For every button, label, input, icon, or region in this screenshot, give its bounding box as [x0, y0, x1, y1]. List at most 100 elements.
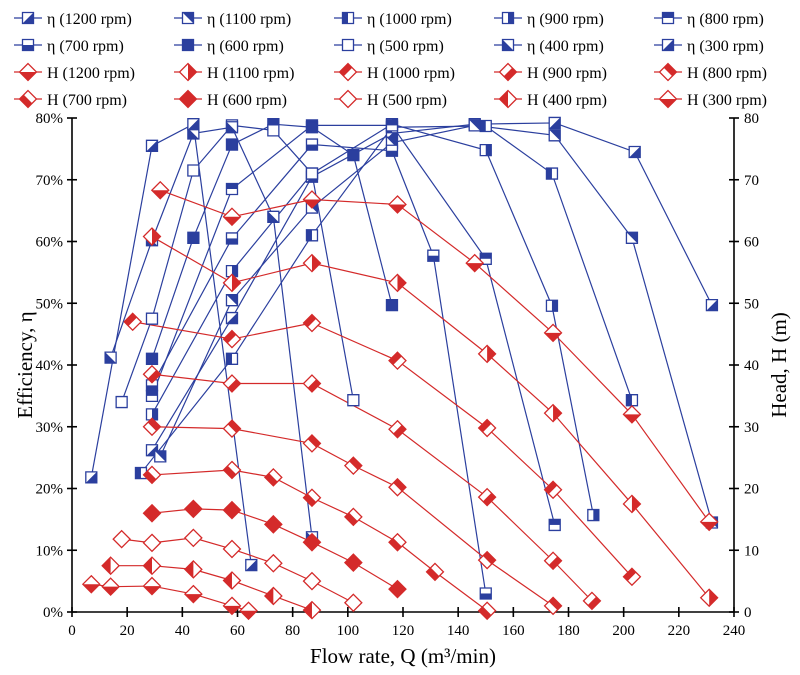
- efficiency-point-7: [347, 394, 360, 407]
- legend-entry: H (500 rpm): [334, 89, 447, 109]
- legend-entry: η (1200 rpm): [14, 11, 132, 28]
- legend-label: H (600 rpm): [207, 92, 287, 109]
- series-line-8: [110, 126, 313, 538]
- head-point-13: [302, 374, 322, 393]
- efficiency-point-5: [305, 138, 319, 151]
- head-point-14: [343, 456, 363, 476]
- legend-marker-icon: [338, 62, 358, 82]
- legend-marker-icon: [501, 38, 515, 52]
- legend-label: η (300 rpm): [687, 38, 764, 55]
- x-tick-label: 200: [612, 623, 635, 639]
- legend-label: η (1200 rpm): [47, 11, 132, 28]
- head-point-16: [142, 503, 162, 523]
- legend-entry: η (1000 rpm): [334, 11, 452, 28]
- legend-label: η (700 rpm): [47, 38, 124, 55]
- y-left-tick-label: 80%: [36, 111, 64, 127]
- series-line-13: [151, 373, 593, 602]
- x-tick-label: 180: [557, 623, 580, 639]
- legend-marker-icon: [498, 89, 518, 109]
- y-left-tick-label: 30%: [36, 420, 64, 436]
- legend-marker-icon: [661, 38, 675, 52]
- legend-marker-icon: [661, 11, 675, 25]
- legend-entry: η (400 rpm): [494, 38, 604, 55]
- efficiency-point-2: [545, 167, 559, 180]
- head-point-17: [142, 533, 162, 553]
- efficiency-point-6: [225, 138, 239, 151]
- efficiency-point-5: [225, 232, 239, 245]
- head-point-14: [302, 434, 322, 453]
- legend-label: H (500 rpm): [367, 92, 447, 109]
- legend-marker-icon: [178, 89, 198, 109]
- head-point-11: [477, 344, 497, 364]
- legend-label: H (1000 rpm): [367, 65, 455, 82]
- head-point-13: [142, 364, 162, 384]
- head-point-12: [622, 567, 642, 587]
- y-right-tick-label: 40: [744, 358, 759, 374]
- head-point-13: [582, 591, 602, 611]
- efficiency-point-7: [145, 312, 159, 325]
- legend-entry: H (1200 rpm): [14, 62, 135, 82]
- legend-label: H (700 rpm): [47, 92, 127, 109]
- y-right-tick-label: 10: [744, 543, 759, 559]
- head-point-12: [222, 329, 242, 349]
- efficiency-point-4: [548, 518, 561, 532]
- efficiency-point-2: [625, 394, 639, 407]
- y-right-tick-label: 70: [744, 173, 759, 189]
- head-point-18: [183, 560, 203, 579]
- efficiency-point-8: [267, 210, 280, 223]
- head-point-16: [263, 514, 283, 534]
- head-point-19: [183, 584, 203, 604]
- legend-label: η (400 rpm): [527, 38, 604, 55]
- head-point-19: [101, 577, 120, 597]
- head-point-14: [222, 419, 242, 438]
- head-point-12: [543, 480, 563, 500]
- legend-marker-icon: [181, 38, 195, 52]
- head-point-16: [388, 579, 407, 599]
- legend-entry: η (700 rpm): [14, 38, 124, 55]
- legend-entry: η (300 rpm): [654, 38, 764, 55]
- head-point-14: [142, 417, 162, 437]
- legend-entry: H (900 rpm): [494, 62, 607, 82]
- efficiency-point-0: [705, 298, 719, 312]
- x-tick-label: 220: [668, 623, 691, 639]
- series-line-10: [160, 189, 710, 523]
- legend-entry: H (1000 rpm): [334, 62, 455, 82]
- efficiency-point-1: [468, 119, 481, 132]
- head-point-19: [81, 574, 101, 594]
- head-point-13: [222, 374, 242, 393]
- x-tick-label: 240: [723, 623, 746, 639]
- efficiency-point-4: [385, 119, 399, 132]
- x-tick-label: 160: [502, 623, 525, 639]
- series-line-11: [151, 236, 710, 599]
- head-point-13: [477, 487, 497, 507]
- efficiency-point-1: [154, 450, 167, 463]
- head-point-11: [543, 403, 563, 423]
- efficiency-point-7: [267, 124, 280, 137]
- y-left-tick-label: 60%: [36, 235, 64, 251]
- legend-marker-icon: [18, 62, 38, 82]
- efficiency-point-6: [187, 231, 200, 244]
- head-point-11: [388, 273, 407, 293]
- efficiency-point-3: [587, 508, 600, 522]
- efficiency-point-3: [225, 264, 239, 278]
- head-point-19: [222, 596, 242, 616]
- head-point-11: [302, 253, 322, 273]
- head-point-19: [239, 601, 258, 621]
- legend-entry: η (1100 rpm): [174, 11, 291, 28]
- head-point-17: [263, 553, 283, 573]
- series-markers: [81, 116, 719, 621]
- legend-entry: H (700 rpm): [14, 89, 127, 109]
- y-left-tick-label: 10%: [36, 543, 64, 559]
- efficiency-point-8: [104, 351, 117, 364]
- efficiency-point-0: [628, 145, 641, 159]
- series-line-4: [151, 124, 556, 526]
- efficiency-point-7: [115, 395, 128, 409]
- legend-entry: H (300 rpm): [654, 89, 767, 109]
- head-point-11: [142, 227, 162, 246]
- legend-label: H (1200 rpm): [47, 65, 135, 82]
- y-axis-left-label: Efficiency, η: [13, 311, 37, 418]
- y-right-tick-label: 50: [744, 296, 759, 312]
- legend-marker-icon: [21, 38, 35, 52]
- y-right-tick-label: 60: [744, 235, 759, 251]
- y-right-tick-label: 30: [744, 420, 759, 436]
